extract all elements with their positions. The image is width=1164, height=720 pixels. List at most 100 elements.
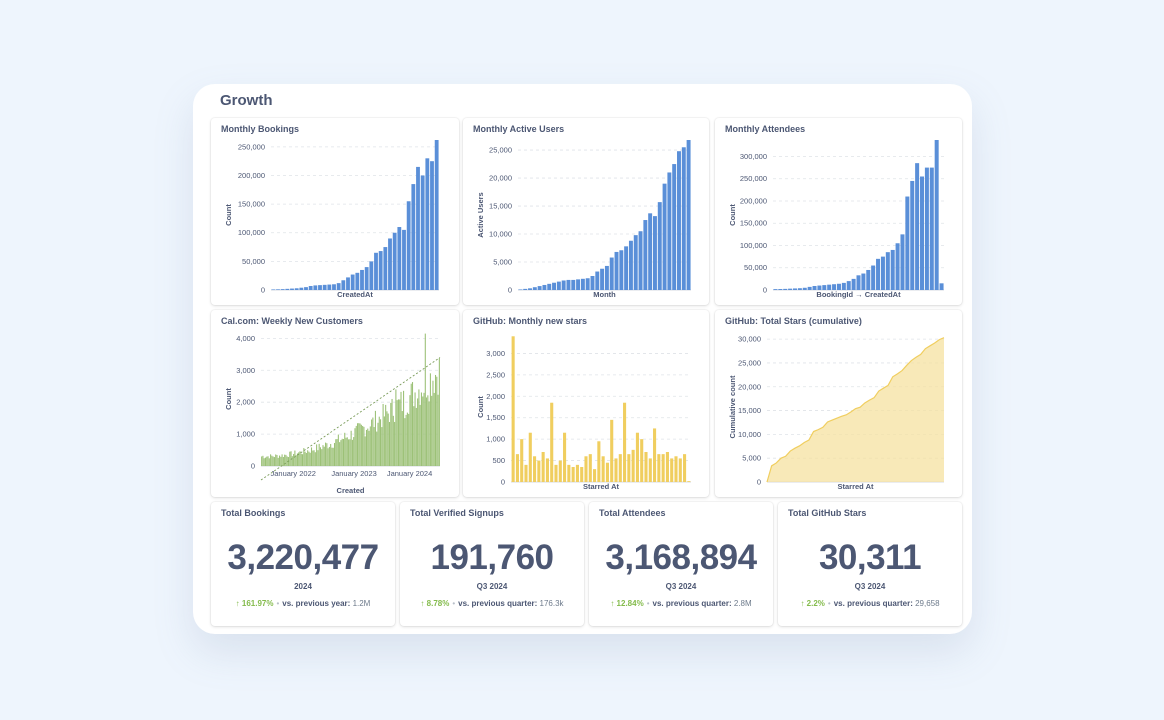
bar [683, 454, 687, 482]
bar [432, 380, 434, 466]
bar [524, 464, 528, 482]
monthly-new-stars-chart: 0 500 1,000 1,500 2,000 2,500 3,000 Starred At C… [476, 336, 691, 491]
chart-card-monthly-bookings[interactable]: Monthly Bookings 0 50,000 100,000 150,000 20… [211, 118, 459, 305]
chart-title: GitHub: Monthly new stars [473, 316, 588, 326]
bar [305, 452, 307, 466]
bar [871, 265, 876, 290]
bar [322, 445, 324, 466]
bar [378, 251, 383, 290]
bar [402, 229, 406, 290]
bar [419, 404, 421, 466]
bar [895, 243, 900, 290]
kpi-change: 161.97% [241, 599, 274, 608]
bar [397, 227, 402, 290]
y-tick-label: 30,000 [738, 335, 761, 344]
y-tick-label: 25,000 [489, 146, 512, 155]
bar [332, 447, 334, 466]
bar [282, 456, 284, 466]
chart-card-weekly-new-customers[interactable]: Cal.com: Weekly New Customers 0 1,000 2,00… [211, 310, 459, 497]
chart-card-monthly-active-users[interactable]: Monthly Active Users 0 5,000 10,000 15,000 2… [463, 118, 709, 305]
bar [610, 419, 614, 482]
x-tick-label: January 2023 [331, 469, 376, 478]
y-tick-label: 0 [763, 286, 767, 295]
bar [678, 458, 682, 482]
bar [299, 287, 304, 290]
bar [580, 467, 584, 482]
kpi-card-total-attendees[interactable]: Total Attendees 3,168,894 Q3 2024 ↑ 12.8… [589, 502, 773, 626]
bar [575, 464, 579, 482]
bar [556, 281, 561, 290]
y-axis-label: Count [476, 396, 485, 418]
bar [374, 410, 376, 466]
bar [289, 451, 291, 466]
arrow-up-icon: ↑ [420, 599, 425, 608]
bar [321, 449, 323, 466]
bar [308, 451, 310, 466]
bar [382, 403, 384, 466]
bar [302, 454, 304, 466]
bar [934, 140, 939, 290]
bar [298, 452, 300, 466]
kpi-period: Q3 2024 [854, 582, 886, 591]
bar [313, 285, 318, 290]
kpi-card-total-bookings[interactable]: Total Bookings 3,220,477 2024 ↑ 161.97% •… [211, 502, 395, 626]
y-tick-label: 20,000 [489, 174, 512, 183]
bar [601, 456, 605, 482]
bar [312, 450, 314, 466]
bar [271, 289, 276, 291]
bar [430, 161, 434, 290]
bar [550, 402, 554, 482]
bar [401, 411, 403, 466]
bar [633, 235, 638, 290]
y-tick-label: 2,000 [236, 398, 255, 407]
bar [434, 140, 439, 290]
bar [291, 456, 293, 466]
bar [420, 175, 425, 290]
arrow-up-icon: ↑ [235, 599, 240, 608]
y-tick-label: 150,000 [740, 219, 767, 228]
bar [342, 439, 345, 466]
y-tick-label: 1,500 [486, 413, 505, 422]
bar [567, 464, 571, 482]
bar [372, 417, 374, 466]
kpi-previous-value: 1.2M [352, 599, 371, 608]
bar [353, 437, 355, 466]
bar [571, 467, 575, 482]
bar [278, 455, 281, 466]
bar [561, 280, 566, 290]
y-tick-label: 200,000 [238, 171, 265, 180]
bar [640, 439, 644, 482]
bar [532, 287, 537, 290]
bar [413, 406, 415, 466]
bar [929, 167, 934, 290]
bar [377, 422, 379, 466]
bar [296, 453, 298, 466]
bar [619, 250, 624, 290]
y-axis-label: Count [224, 204, 233, 226]
bar [360, 269, 364, 290]
chart-card-total-stars-cumulative[interactable]: GitHub: Total Stars (cumulative) 0 5,000 1… [715, 310, 962, 497]
chart-card-monthly-new-stars[interactable]: GitHub: Monthly new stars 0 500 1,000 1,500… [463, 310, 709, 497]
kpi-compare-label: vs. previous quarter: [833, 599, 913, 608]
y-tick-label: 300,000 [740, 152, 767, 161]
y-tick-label: 15,000 [489, 202, 512, 211]
y-tick-label: 10,000 [738, 430, 761, 439]
bar [396, 400, 398, 466]
bar [359, 423, 361, 466]
bar [330, 443, 332, 466]
bar [280, 289, 285, 290]
y-tick-label: 250,000 [740, 174, 767, 183]
kpi-change: 8.78% [426, 599, 450, 608]
kpi-card-total-github-stars[interactable]: Total GitHub Stars 30,311 Q3 2024 ↑ 2.2%… [778, 502, 962, 626]
bar [623, 402, 627, 482]
bar [345, 437, 347, 466]
bar [515, 454, 519, 482]
bar [356, 423, 359, 466]
y-tick-label: 4,000 [236, 334, 255, 343]
bar [541, 452, 545, 482]
bar [390, 402, 392, 466]
kpi-card-total-verified-signups[interactable]: Total Verified Signups 191,760 Q3 2024 ↑… [400, 502, 584, 626]
bar [416, 166, 420, 290]
chart-card-monthly-attendees[interactable]: Monthly Attendees 0 50,000 100,000 150,000 2… [715, 118, 962, 305]
bar [614, 251, 619, 290]
